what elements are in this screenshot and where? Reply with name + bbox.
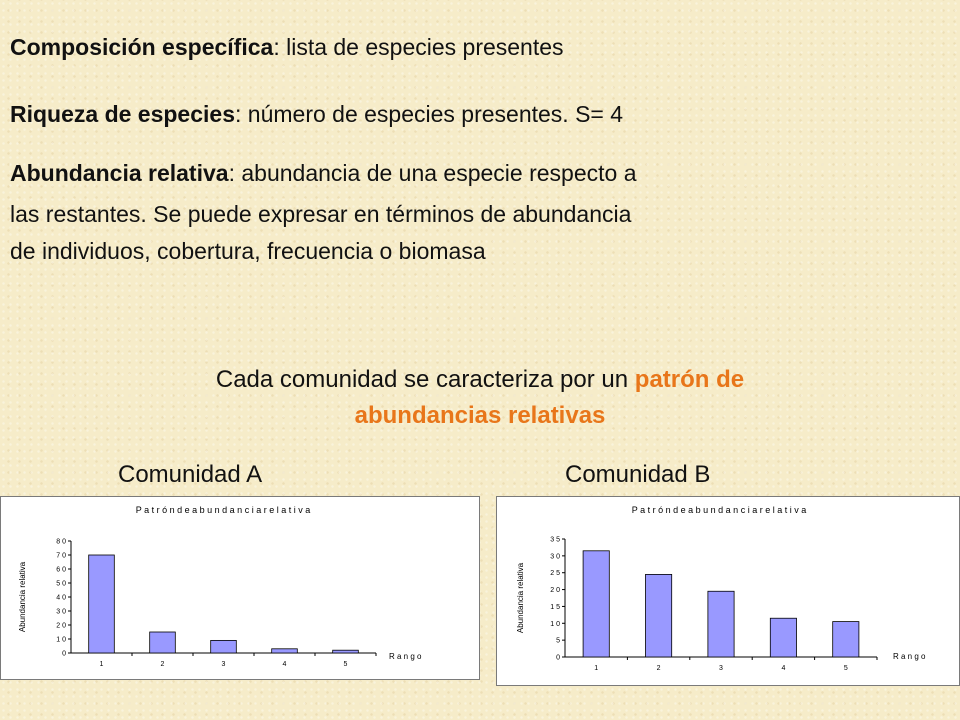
chart-b-xtick-label: 5: [844, 665, 848, 672]
chart-a-ylabel: Abundancia relativa: [18, 561, 27, 632]
chart-a-svg: P a t r ó n d e a b u n d a n c i a r e …: [18, 505, 422, 668]
riqueza-term: Riqueza de especies: [10, 101, 235, 127]
chart-a-xtick-label: 2: [161, 661, 165, 668]
chart-b-bar: [582, 550, 610, 658]
chart-a-bar: [210, 639, 237, 654]
statement-line2: abundancias relativas: [0, 398, 960, 434]
abundancia-text-1: : abundancia de una especie respecto a: [228, 160, 637, 186]
chart-b-bar: [645, 574, 673, 658]
label-comunidad-a: Comunidad A: [118, 461, 263, 488]
chart-b-ytick-label: 3 0: [550, 553, 560, 560]
chart-a-xlabel: R a n g o: [389, 652, 422, 661]
chart-a-ytick-label: 2 0: [56, 623, 66, 630]
chart-b-ytick-label: 3 5: [550, 537, 560, 544]
chart-a-bar: [332, 649, 359, 654]
chart-b-ylabel: Abundancia relativa: [516, 562, 525, 633]
chart-a-xtick-label: 1: [100, 661, 104, 668]
chart-a-ytick-label: 1 0: [56, 637, 66, 644]
chart-b-ytick-label: 1 0: [550, 621, 560, 628]
chart-b-bar: [707, 590, 735, 658]
chart-a-xtick-label: 3: [222, 661, 226, 668]
chart-b-ytick-label: 0: [556, 655, 560, 662]
riqueza-text: : número de especies presentes. S= 4: [235, 101, 624, 127]
chart-b-xtick-label: 1: [594, 665, 598, 672]
chart-b-ytick-label: 2 0: [550, 587, 560, 594]
chart-a-ytick-label: 5 0: [56, 581, 66, 588]
def-abundancia-line3: de individuos, cobertura, frecuencia o b…: [10, 238, 486, 264]
statement-highlight-2: abundancias relativas: [354, 402, 606, 429]
chart-a-bar: [149, 631, 176, 654]
abundancia-term: Abundancia relativa: [10, 160, 229, 186]
chart-b-xtick-label: 4: [781, 665, 785, 672]
chart-a-ytick-label: 6 0: [56, 567, 66, 574]
chart-b-ytick-label: 2 5: [550, 570, 560, 577]
chart-a-ytick-label: 0: [62, 651, 66, 658]
chart-b-xlabel: R a n g o: [893, 652, 926, 661]
chart-b-bar: [769, 617, 797, 658]
chart-a-ytick-label: 4 0: [56, 595, 66, 602]
statement-highlight-1: patrón de: [634, 366, 745, 393]
def-abundancia-line2: las restantes. Se puede expresar en térm…: [10, 201, 632, 227]
chart-a-ytick-label: 7 0: [56, 553, 66, 560]
chart-b-bar: [832, 621, 860, 658]
chart-b-svg: P a t r ó n d e a b u n d a n c i a r e …: [516, 505, 926, 672]
label-comunidad-b: Comunidad B: [565, 461, 711, 488]
chart-a-ytick-label: 3 0: [56, 609, 66, 616]
statement-line1: Cada comunidad se caracteriza por un pat…: [0, 362, 960, 398]
chart-b-xtick-label: 3: [719, 665, 723, 672]
chart-b-xtick-label: 2: [657, 665, 661, 672]
def-composicion: Composición específica: lista de especie…: [10, 30, 564, 64]
chart-a-bar: [88, 554, 115, 654]
chart-a-title: P a t r ó n d e a b u n d a n c i a r e …: [136, 505, 310, 515]
chart-a-ytick-label: 8 0: [56, 539, 66, 546]
def-abundancia-line1: Abundancia relativa: abundancia de una e…: [10, 156, 637, 190]
chart-comunidad-b: P a t r ó n d e a b u n d a n c i a r e …: [496, 496, 960, 686]
chart-b-title: P a t r ó n d e a b u n d a n c i a r e …: [632, 505, 806, 515]
chart-comunidad-a: P a t r ó n d e a b u n d a n c i a r e …: [0, 496, 480, 680]
def-riqueza: Riqueza de especies: número de especies …: [10, 97, 623, 131]
chart-a-xtick-label: 5: [344, 661, 348, 668]
chart-b-ytick-label: 5: [556, 638, 560, 645]
composicion-text: : lista de especies presentes: [273, 34, 564, 60]
chart-a-bar: [271, 648, 298, 654]
chart-b-ytick-label: 1 5: [550, 604, 560, 611]
chart-a-xtick-label: 4: [283, 661, 287, 668]
composicion-term: Composición específica: [10, 34, 274, 60]
statement-text: Cada comunidad se caracteriza por un: [215, 366, 635, 393]
